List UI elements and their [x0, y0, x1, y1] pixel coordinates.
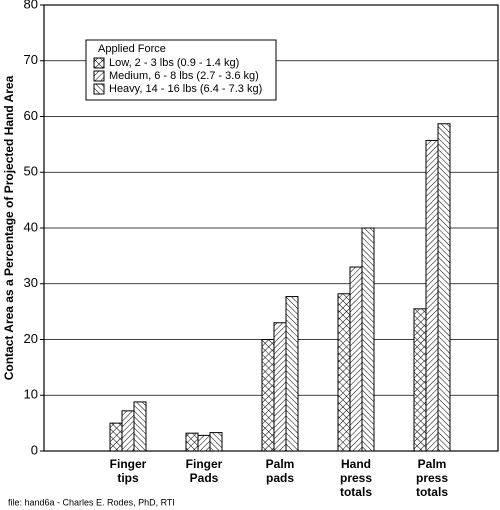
bar [109, 422, 123, 452]
legend-swatch [93, 70, 105, 82]
legend-title: Applied Force [98, 43, 166, 55]
y-tick-label: 80 [24, 0, 38, 11]
legend-label: Low, 2 - 3 lbs (0.9 - 1.4 kg) [109, 57, 239, 69]
bar [413, 308, 427, 452]
x-tick-label: Palm pads [266, 457, 295, 485]
bar [273, 322, 287, 452]
legend-label: Medium, 6 - 8 lbs (2.7 - 3.6 kg) [109, 70, 259, 82]
bar [437, 123, 451, 452]
x-tick-label: Finger tips [110, 457, 147, 485]
bar [133, 401, 147, 452]
bar [361, 227, 375, 452]
y-tick-label: 70 [24, 52, 38, 67]
x-tick-label: Hand press totals [340, 457, 372, 499]
bar [349, 266, 363, 452]
bar [285, 296, 299, 452]
bar [261, 339, 275, 452]
y-tick-label: 60 [24, 108, 38, 123]
bar [197, 434, 211, 452]
footer: file: hand6a - Charles E. Rodes, PhD, RT… [8, 497, 175, 507]
y-axis-label: Contact Area as a Percentage of Projecte… [2, 75, 16, 380]
y-tick-label: 20 [24, 331, 38, 346]
legend-box [85, 39, 277, 101]
bar [121, 410, 135, 452]
legend-label: Heavy, 14 - 16 lbs (6.4 - 7.3 kg) [109, 83, 262, 95]
y-tick-label: 40 [24, 219, 38, 234]
y-tick-label: 10 [24, 387, 38, 402]
y-tick-label: 0 [31, 442, 38, 457]
y-tick-label: 50 [24, 164, 38, 179]
x-tick-label: Finger Pads [186, 457, 223, 485]
x-tick-label: Palm press totals [416, 457, 448, 499]
y-tick-label: 30 [24, 275, 38, 290]
bar [209, 432, 223, 452]
legend-swatch [93, 83, 105, 95]
bar [185, 432, 199, 452]
bar [425, 139, 439, 452]
legend-swatch [93, 57, 105, 69]
bar [337, 293, 351, 452]
